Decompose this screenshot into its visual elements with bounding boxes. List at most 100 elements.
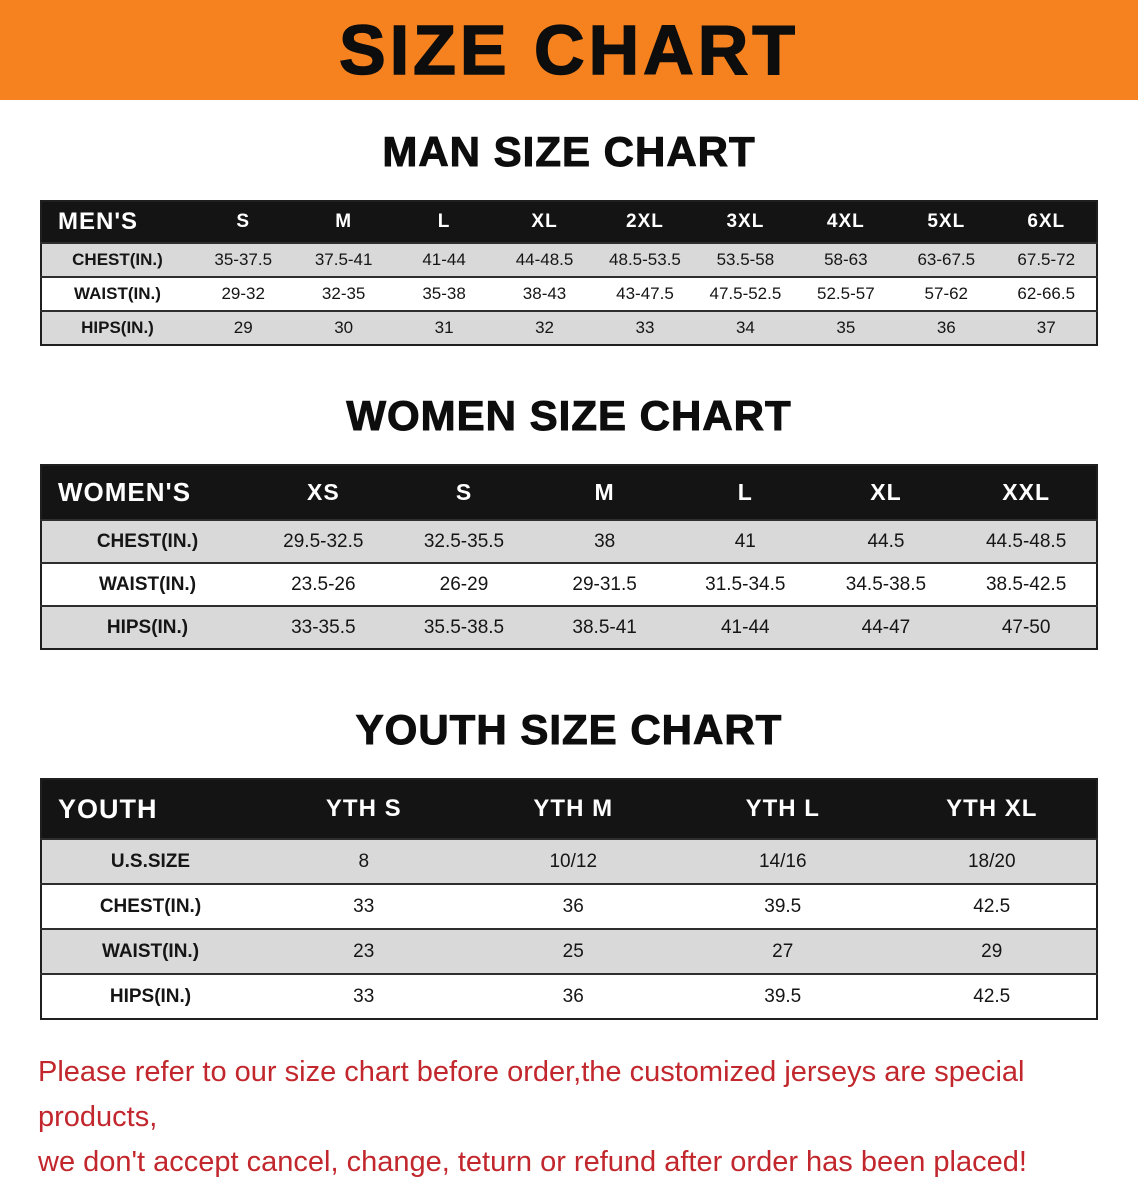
row-label: WAIST(IN.) <box>41 928 259 974</box>
size-column-header: S <box>193 201 294 243</box>
size-value-cell: 32-35 <box>293 276 394 311</box>
size-value-cell: 42.5 <box>887 973 1097 1019</box>
size-value-cell: 47.5-52.5 <box>695 276 796 311</box>
order-notice: Please refer to our size chart before or… <box>38 1050 1100 1185</box>
size-column-header: M <box>293 201 394 243</box>
size-value-cell: 10/12 <box>468 838 678 884</box>
size-value-cell: 29-31.5 <box>534 562 675 606</box>
row-label: HIPS(IN.) <box>41 973 259 1019</box>
size-value-cell: 43-47.5 <box>594 276 696 311</box>
size-value-cell: 33-35.5 <box>253 605 394 649</box>
youth-size-section: YOUTH SIZE CHART YOUTH YTH S YTH M YTH L YTH… <box>0 706 1138 1020</box>
men-section-heading: MAN SIZE CHART <box>382 128 756 176</box>
size-value-cell: 48.5-53.5 <box>594 242 696 277</box>
table-title-cell: WOMEN'S <box>41 465 253 520</box>
youth-size-table: YOUTH YTH S YTH M YTH L YTH XL U.S.SIZE 8 10/12… <box>40 778 1098 1020</box>
size-value-cell: 33 <box>594 310 696 345</box>
size-value-cell: 37 <box>996 310 1097 345</box>
size-column-header: M <box>534 465 675 520</box>
size-column-header: YTH L <box>678 779 888 839</box>
size-value-cell: 41-44 <box>674 605 816 649</box>
size-value-cell: 47-50 <box>956 605 1097 649</box>
notice-line-1: Please refer to our size chart before or… <box>38 1056 1025 1133</box>
table-row: HIPS(IN.) 33-35.5 35.5-38.5 38.5-41 41-44 44-… <box>41 605 1097 649</box>
size-value-cell: 44-48.5 <box>494 242 595 277</box>
women-size-table: WOMEN'S XS S M L XL XXL CHEST(IN.) 29.5-32.5 32.5… <box>40 464 1098 650</box>
row-label: HIPS(IN.) <box>41 310 193 345</box>
row-label: U.S.SIZE <box>41 838 259 884</box>
table-title-cell: YOUTH <box>41 779 259 839</box>
table-row: CHEST(IN.) 29.5-32.5 32.5-35.5 38 41 44.5 44.5… <box>41 519 1097 563</box>
size-value-cell: 32 <box>494 310 595 345</box>
page-title: SIZE CHART <box>338 11 799 89</box>
row-label: WAIST(IN.) <box>41 276 193 311</box>
size-value-cell: 63-67.5 <box>896 242 997 277</box>
size-column-header: YTH M <box>468 779 678 839</box>
size-value-cell: 29 <box>193 310 294 345</box>
row-label: CHEST(IN.) <box>41 883 259 929</box>
size-value-cell: 44.5-48.5 <box>956 519 1097 563</box>
size-column-header: XS <box>253 465 394 520</box>
size-value-cell: 36 <box>468 973 678 1019</box>
size-column-header: XXL <box>956 465 1097 520</box>
size-value-cell: 34.5-38.5 <box>815 562 957 606</box>
size-column-header: YTH S <box>259 779 469 839</box>
table-row: WAIST(IN.) 23.5-26 26-29 29-31.5 31.5-34.5 34… <box>41 562 1097 606</box>
size-value-cell: 31.5-34.5 <box>674 562 816 606</box>
size-value-cell: 39.5 <box>678 883 888 929</box>
size-value-cell: 26-29 <box>393 562 535 606</box>
size-column-header: L <box>393 201 495 243</box>
size-value-cell: 34 <box>695 310 796 345</box>
size-column-header: 3XL <box>695 201 796 243</box>
table-header-row: YOUTH YTH S YTH M YTH L YTH XL <box>41 779 1097 839</box>
size-value-cell: 35.5-38.5 <box>393 605 535 649</box>
size-value-cell: 53.5-58 <box>695 242 796 277</box>
women-size-section: WOMEN SIZE CHART WOMEN'S XS S M L XL XXL CHEST(… <box>0 392 1138 650</box>
table-row: WAIST(IN.) 23 25 27 29 <box>41 928 1097 974</box>
size-value-cell: 23 <box>259 928 469 974</box>
size-value-cell: 58-63 <box>795 242 897 277</box>
size-value-cell: 67.5-72 <box>996 242 1097 277</box>
size-column-header: 4XL <box>795 201 897 243</box>
size-column-header: XL <box>494 201 595 243</box>
size-value-cell: 38.5-42.5 <box>956 562 1097 606</box>
table-title-cell: MEN'S <box>41 201 193 243</box>
table-row: WAIST(IN.) 29-32 32-35 35-38 38-43 43-47.5 47.… <box>41 276 1097 311</box>
size-value-cell: 57-62 <box>896 276 997 311</box>
size-value-cell: 23.5-26 <box>253 562 394 606</box>
size-value-cell: 31 <box>393 310 495 345</box>
table-row: CHEST(IN.) 33 36 39.5 42.5 <box>41 883 1097 929</box>
row-label: WAIST(IN.) <box>41 562 253 606</box>
size-column-header: 5XL <box>896 201 997 243</box>
size-value-cell: 52.5-57 <box>795 276 897 311</box>
size-value-cell: 41-44 <box>393 242 495 277</box>
size-value-cell: 27 <box>678 928 888 974</box>
size-value-cell: 44.5 <box>815 519 957 563</box>
size-value-cell: 33 <box>259 973 469 1019</box>
size-value-cell: 29 <box>887 928 1097 974</box>
size-column-header: XL <box>815 465 957 520</box>
size-value-cell: 42.5 <box>887 883 1097 929</box>
table-header-row: WOMEN'S XS S M L XL XXL <box>41 465 1097 520</box>
notice-line-2: we don't accept cancel, change, teturn o… <box>38 1145 1027 1178</box>
size-column-header: YTH XL <box>887 779 1097 839</box>
youth-section-heading: YOUTH SIZE CHART <box>355 706 783 754</box>
size-value-cell: 18/20 <box>887 838 1097 884</box>
size-value-cell: 36 <box>468 883 678 929</box>
row-label: CHEST(IN.) <box>41 242 193 277</box>
table-row: CHEST(IN.) 35-37.5 37.5-41 41-44 44-48.5 48.5… <box>41 242 1097 277</box>
size-column-header: S <box>393 465 535 520</box>
size-value-cell: 32.5-35.5 <box>393 519 535 563</box>
size-value-cell: 29.5-32.5 <box>253 519 394 563</box>
row-label: HIPS(IN.) <box>41 605 253 649</box>
size-column-header: L <box>674 465 816 520</box>
size-value-cell: 35-38 <box>393 276 495 311</box>
size-value-cell: 8 <box>259 838 469 884</box>
title-banner: SIZE CHART <box>0 0 1138 100</box>
size-value-cell: 14/16 <box>678 838 888 884</box>
size-value-cell: 37.5-41 <box>293 242 394 277</box>
size-value-cell: 35-37.5 <box>193 242 294 277</box>
size-value-cell: 35 <box>795 310 897 345</box>
table-row: HIPS(IN.) 29 30 31 32 33 34 35 36 37 <box>41 310 1097 345</box>
